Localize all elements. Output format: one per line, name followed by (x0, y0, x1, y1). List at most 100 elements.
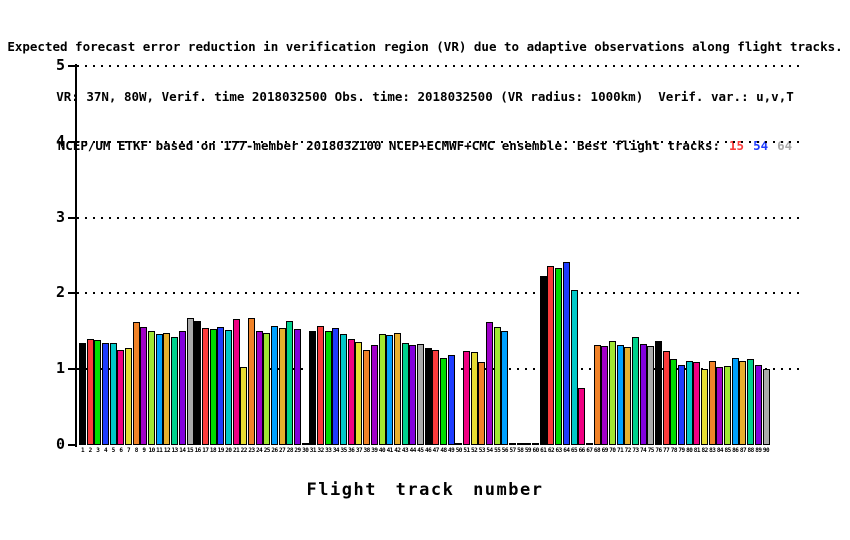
x-tick-label-16: 16 (194, 447, 202, 454)
bar-track-33 (324, 331, 332, 445)
chart-title-line1: Expected forecast error reduction in ver… (7, 39, 843, 54)
x-tick-label-57: 57 (509, 447, 516, 454)
x-tick-label-28: 28 (286, 447, 294, 454)
x-tick-label-3: 3 (96, 447, 100, 454)
x-tick-label-23: 23 (248, 447, 255, 454)
bar-track-43 (401, 343, 409, 445)
bar-track-13 (171, 337, 179, 445)
bar-track-84 (716, 367, 724, 445)
y-axis-label-0: 0 (55, 435, 65, 453)
bar-track-58 (516, 443, 524, 445)
x-tick-label-90: 90 (762, 447, 770, 454)
bar-track-11 (155, 334, 163, 445)
y-axis-label-5: 5 (55, 56, 65, 74)
bar-track-65 (570, 290, 578, 445)
x-tick-label-87: 87 (739, 447, 747, 454)
gridline-y4 (77, 140, 800, 143)
bar-track-70 (608, 341, 616, 445)
bar-track-12 (163, 333, 171, 445)
bar-track-2 (86, 339, 94, 445)
x-tick-label-66: 66 (578, 447, 586, 454)
bar-track-51 (463, 351, 470, 445)
bar-track-29 (294, 329, 302, 445)
y-axis-tick-2 (68, 292, 75, 295)
bar-track-49 (447, 355, 455, 445)
x-tick-label-4: 4 (103, 447, 108, 454)
bar-track-77 (662, 351, 670, 445)
bar-track-36 (347, 339, 355, 445)
x-tick-label-68: 68 (593, 447, 601, 454)
x-tick-label-43: 43 (401, 447, 409, 454)
x-tick-label-77: 77 (663, 447, 670, 454)
bar-track-60 (532, 443, 540, 445)
x-tick-label-29: 29 (294, 447, 301, 454)
bar-track-66 (578, 388, 586, 445)
bar-track-25 (263, 333, 271, 445)
x-tick-label-35: 35 (340, 447, 347, 454)
x-tick-label-67: 67 (586, 447, 593, 454)
x-tick-label-17: 17 (202, 447, 209, 454)
y-axis-tick-4 (68, 140, 75, 143)
x-tick-label-13: 13 (171, 447, 179, 454)
bar-track-81 (693, 362, 701, 445)
x-tick-label-18: 18 (209, 447, 217, 454)
plot-area: 0 1 2 3 4 5 1 2 3 4 5 6 7 8 9 10 11 12 13 14 15 16 17 18 19 20 21 2… (56, 58, 800, 454)
bar-track-55 (493, 327, 501, 445)
bar-track-67 (585, 443, 593, 445)
bar-track-90 (762, 369, 770, 445)
bar-track-88 (747, 359, 755, 445)
bar-track-54 (486, 322, 494, 445)
x-tick-label-54: 54 (486, 447, 493, 454)
bar-track-89 (754, 365, 762, 445)
y-axis-tick-1 (68, 368, 75, 371)
x-tick-label-85: 85 (724, 447, 731, 454)
x-tick-label-49: 49 (448, 447, 455, 454)
x-tick-label-33: 33 (325, 447, 332, 454)
bar-track-7 (125, 348, 133, 445)
bar-track-30 (301, 443, 309, 445)
x-tick-label-51: 51 (463, 447, 470, 454)
x-tick-label-63: 63 (555, 447, 563, 454)
bar-track-3 (94, 340, 102, 445)
x-tick-label-15: 15 (186, 447, 194, 454)
x-tick-label-72: 72 (624, 447, 632, 454)
bar-track-71 (616, 345, 624, 445)
bar-track-8 (132, 322, 140, 445)
bar-track-28 (286, 321, 294, 445)
bar-track-5 (109, 343, 117, 445)
bar-track-68 (593, 345, 601, 445)
bar-track-47 (432, 350, 440, 445)
x-tick-label-50: 50 (455, 447, 463, 454)
x-tick-label-5: 5 (111, 447, 116, 454)
x-tick-label-80: 80 (686, 447, 693, 454)
x-tick-label-20: 20 (225, 447, 232, 454)
x-tick-label-73: 73 (632, 447, 639, 454)
x-tick-label-34: 34 (332, 447, 340, 454)
bar-track-41 (386, 335, 394, 445)
x-tick-label-41: 41 (386, 447, 394, 454)
y-axis-label-4: 4 (55, 131, 65, 150)
x-tick-label-24: 24 (256, 447, 263, 454)
y-axis-label-3: 3 (55, 207, 65, 226)
bar-track-45 (416, 344, 424, 445)
bar-track-78 (670, 359, 678, 445)
x-tick-label-83: 83 (709, 447, 716, 454)
x-tick-label-39: 39 (371, 447, 378, 454)
x-tick-label-71: 71 (616, 447, 624, 454)
gridline-y5 (77, 65, 800, 67)
bar-track-10 (148, 331, 156, 445)
bar-track-48 (439, 358, 447, 445)
bar-track-79 (678, 365, 686, 445)
bar-track-57 (509, 443, 517, 445)
x-tick-label-78: 78 (670, 447, 678, 454)
x-tick-label-40: 40 (378, 447, 386, 454)
bar-track-80 (685, 361, 693, 445)
bar-track-85 (724, 366, 732, 445)
y-axis-tick-5 (68, 65, 75, 67)
bar-track-59 (524, 443, 532, 445)
x-tick-label-27: 27 (279, 447, 286, 454)
x-tick-label-45: 45 (417, 447, 424, 454)
y-axis-label-2: 2 (55, 283, 65, 302)
x-tick-label-56: 56 (501, 447, 509, 454)
